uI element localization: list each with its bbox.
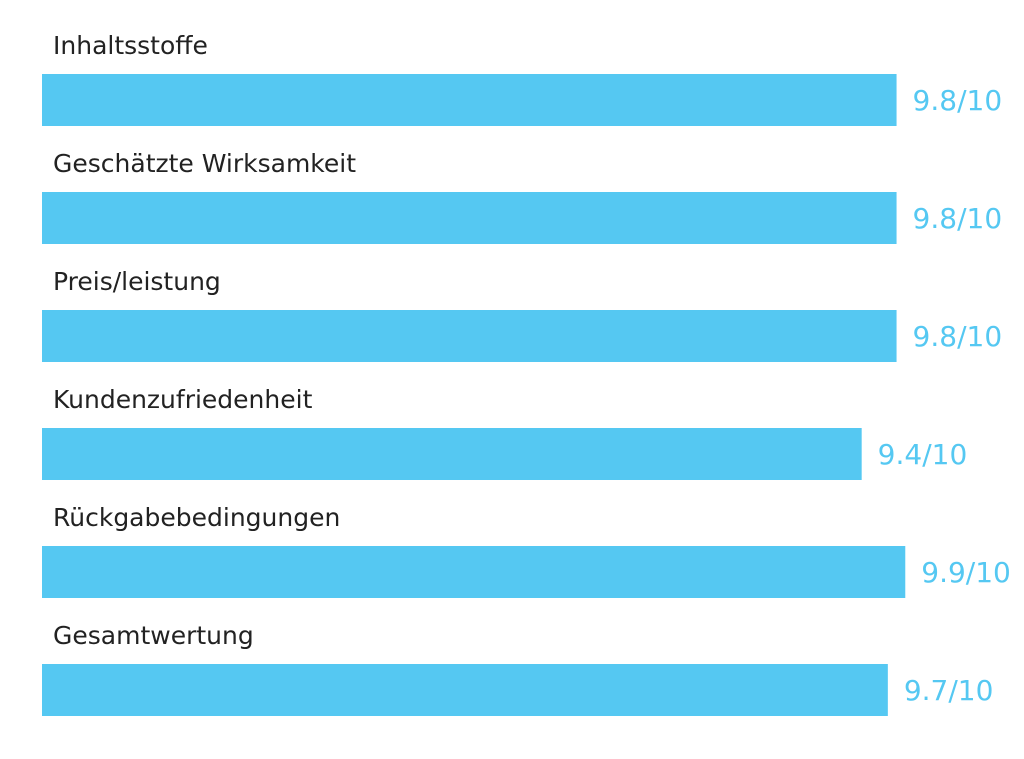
value-label: 9.4/10 bbox=[878, 438, 968, 471]
rating-bar bbox=[42, 74, 897, 126]
value-label: 9.8/10 bbox=[913, 84, 1003, 117]
category-label: Kundenzufriedenheit bbox=[53, 385, 313, 414]
rating-bar bbox=[42, 546, 906, 598]
rating-bar bbox=[42, 428, 862, 480]
value-label: 9.9/10 bbox=[921, 556, 1011, 589]
category-label: Rückgabebedingungen bbox=[53, 503, 340, 532]
value-label: 9.8/10 bbox=[913, 202, 1003, 235]
rating-bar bbox=[42, 664, 888, 716]
category-label: Gesamtwertung bbox=[53, 621, 254, 650]
value-label: 9.7/10 bbox=[904, 674, 994, 707]
rating-bar bbox=[42, 310, 897, 362]
rating-bar bbox=[42, 192, 897, 244]
value-label: 9.8/10 bbox=[913, 320, 1003, 353]
category-label: Geschätzte Wirksamkeit bbox=[53, 149, 356, 178]
category-label: Preis/leistung bbox=[53, 267, 221, 296]
category-label: Inhaltsstoffe bbox=[53, 31, 208, 60]
